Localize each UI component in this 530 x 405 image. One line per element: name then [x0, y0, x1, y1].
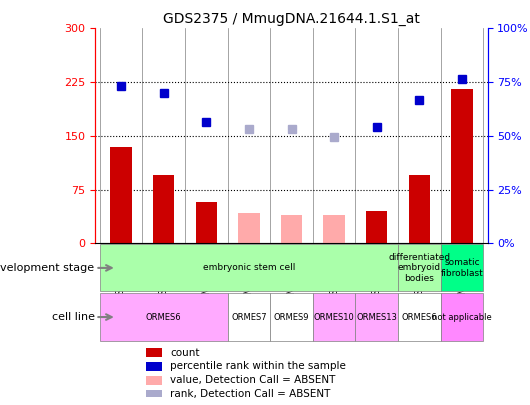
Bar [452, 89, 473, 243]
Text: rank, Detection Call = ABSENT: rank, Detection Call = ABSENT [170, 389, 330, 399]
FancyBboxPatch shape [100, 294, 227, 341]
FancyBboxPatch shape [398, 244, 441, 292]
FancyBboxPatch shape [227, 294, 270, 341]
Bar [146, 390, 162, 399]
FancyBboxPatch shape [100, 244, 398, 292]
Bar [366, 211, 387, 243]
Bar [146, 348, 162, 357]
Text: ORMES13: ORMES13 [356, 313, 397, 322]
Text: ORMES10: ORMES10 [314, 313, 355, 322]
Bar [146, 376, 162, 385]
Text: ORMES6: ORMES6 [146, 313, 181, 322]
Bar [196, 202, 217, 243]
Bar [409, 175, 430, 243]
FancyBboxPatch shape [313, 294, 356, 341]
Bar [153, 175, 174, 243]
FancyBboxPatch shape [441, 244, 483, 292]
FancyBboxPatch shape [270, 294, 313, 341]
Bar [238, 213, 260, 243]
Text: not applicable: not applicable [432, 313, 492, 322]
Bar [281, 215, 302, 243]
Text: cell line: cell line [51, 312, 94, 322]
FancyBboxPatch shape [441, 294, 483, 341]
Bar [323, 215, 345, 243]
Text: somatic
fibroblast: somatic fibroblast [440, 258, 483, 277]
Bar [146, 362, 162, 371]
Text: ORMES9: ORMES9 [274, 313, 309, 322]
Text: ORMES7: ORMES7 [231, 313, 267, 322]
Title: GDS2375 / MmugDNA.21644.1.S1_at: GDS2375 / MmugDNA.21644.1.S1_at [163, 12, 420, 26]
Text: ORMES6: ORMES6 [402, 313, 437, 322]
FancyBboxPatch shape [356, 294, 398, 341]
Text: embryonic stem cell: embryonic stem cell [202, 263, 295, 273]
Text: count: count [170, 347, 199, 358]
Text: percentile rank within the sample: percentile rank within the sample [170, 362, 346, 371]
Text: development stage: development stage [0, 263, 94, 273]
Text: value, Detection Call = ABSENT: value, Detection Call = ABSENT [170, 375, 335, 385]
FancyBboxPatch shape [398, 294, 441, 341]
Text: differentiated
embryoid
bodies: differentiated embryoid bodies [388, 253, 450, 283]
Bar [110, 147, 131, 243]
